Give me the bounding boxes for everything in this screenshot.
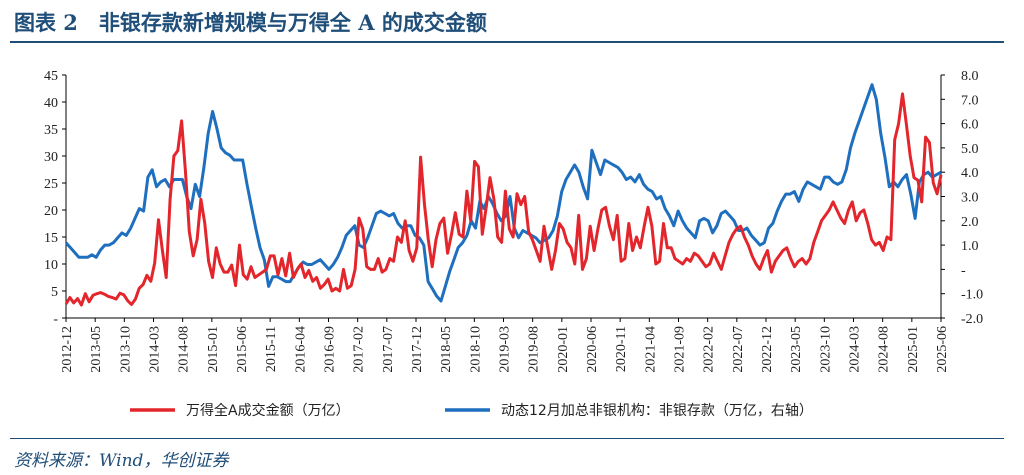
x-tick-label: 2018-05: [439, 326, 454, 373]
y-right-tick-label: 3.0: [961, 191, 979, 206]
x-tick-label: 2024-08: [877, 326, 892, 373]
y-left-tick-label: 40: [44, 96, 58, 111]
x-tick-label: 2013-10: [118, 326, 133, 373]
x-tick-label: 2025-06: [935, 326, 950, 373]
y-left-tick-label: 30: [44, 150, 58, 165]
chart-svg: -51015202530354045-2.0-1.0-1.02.03.04.05…: [44, 69, 983, 419]
source-divider: [10, 438, 1004, 439]
x-tick-label: 2021-09: [673, 326, 688, 373]
x-tick-label: 2017-02: [352, 326, 367, 373]
x-tick-label: 2023-05: [789, 326, 804, 373]
x-tick-label: 2022-07: [731, 326, 746, 373]
y-right-tick-label: -1.0: [961, 288, 983, 303]
y-right-tick-label: 4.0: [961, 166, 979, 181]
x-tick-label: 2025-01: [906, 326, 921, 373]
chart-title: 图表 2 非银存款新增规模与万得全 A 的成交金额: [14, 10, 487, 35]
y-left-tick-label: -: [53, 312, 58, 327]
x-tick-label: 2024-03: [848, 326, 863, 373]
x-tick-label: 2019-03: [498, 326, 513, 373]
source-note: 资料来源：Wind，华创证券: [14, 451, 229, 471]
y-right-tick-label: 5.0: [961, 142, 979, 157]
x-tick-label: 2016-04: [293, 326, 308, 373]
x-tick-label: 2023-10: [818, 326, 833, 373]
series-line-nonbank-deposits: [64, 83, 942, 303]
x-tick-label: 2014-08: [177, 326, 192, 373]
y-right-tick-label: 1.0: [961, 239, 979, 254]
series-line-turnover: [64, 92, 943, 307]
y-right-tick-label: 2.0: [961, 215, 979, 230]
x-tick-label: 2015-06: [235, 326, 250, 373]
y-left-tick-label: 35: [44, 123, 58, 138]
x-tick-label: 2022-02: [702, 326, 717, 373]
y-left-tick-label: 15: [44, 231, 58, 246]
chart-legend: 万得全A成交金额（万亿） 动态12月加总非银机构：非银存款（万亿，右轴）: [130, 402, 813, 419]
title-divider: [10, 41, 1004, 43]
x-tick-label: 2013-05: [89, 326, 104, 373]
x-tick-label: 2017-07: [381, 326, 396, 373]
y-right-tick-label: -: [961, 263, 966, 278]
x-tick-label: 2022-12: [760, 326, 775, 373]
y-left-tick-label: 25: [44, 177, 58, 192]
y-right-tick-label: 8.0: [961, 69, 979, 84]
chart-axes: -51015202530354045-2.0-1.0-1.02.03.04.05…: [44, 69, 983, 373]
x-tick-label: 2016-09: [323, 326, 338, 373]
chart-lines: [64, 83, 943, 307]
y-right-tick-label: 6.0: [961, 118, 979, 133]
y-right-tick-label: -2.0: [961, 312, 983, 327]
x-tick-label: 2018-10: [468, 326, 483, 373]
y-left-tick-label: 45: [44, 69, 58, 84]
x-tick-label: 2014-03: [148, 326, 163, 373]
x-tick-label: 2012-12: [60, 326, 75, 373]
y-left-tick-label: 5: [51, 285, 58, 300]
legend-label-nonbank-deposits: 动态12月加总非银机构：非银存款（万亿，右轴）: [501, 403, 813, 419]
legend-label-turnover: 万得全A成交金额（万亿）: [186, 402, 350, 419]
x-tick-label: 2019-08: [527, 326, 542, 373]
x-tick-label: 2015-11: [264, 326, 279, 372]
y-left-tick-label: 10: [44, 258, 58, 273]
x-tick-label: 2020-11: [614, 326, 629, 372]
y-right-tick-label: 7.0: [961, 93, 979, 108]
x-tick-label: 2017-12: [410, 326, 425, 373]
x-tick-label: 2020-01: [556, 326, 571, 373]
x-tick-label: 2015-01: [206, 326, 221, 373]
y-left-tick-label: 20: [44, 204, 58, 219]
x-tick-label: 2021-04: [643, 326, 658, 373]
x-tick-label: 2020-06: [585, 326, 600, 373]
